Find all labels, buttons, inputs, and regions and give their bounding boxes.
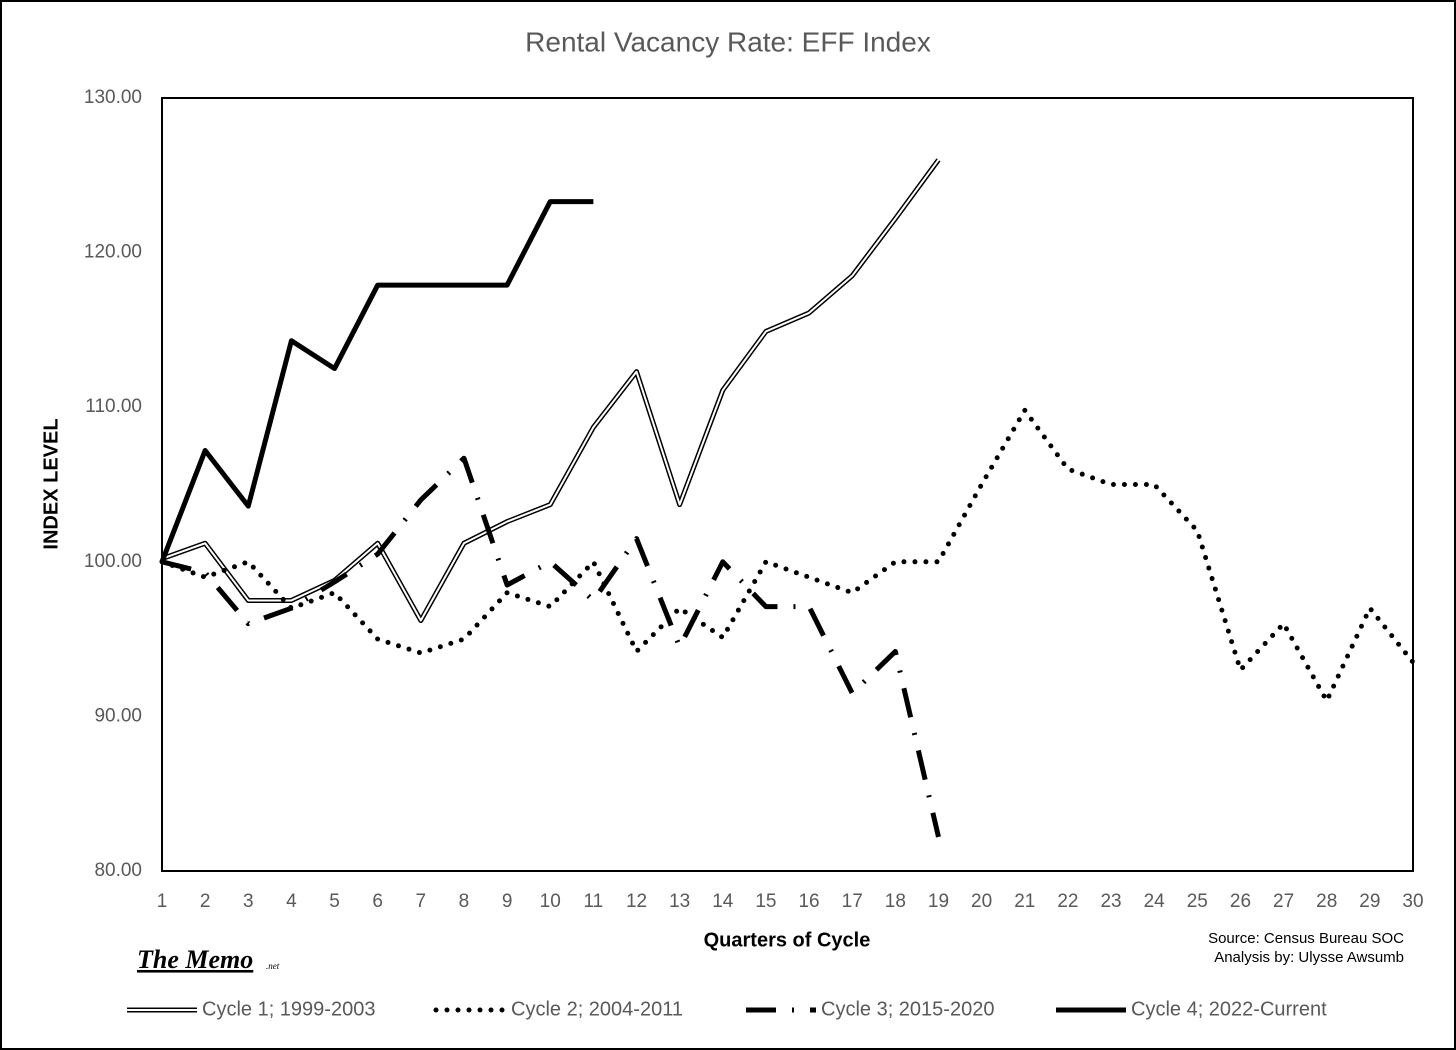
y-tick-label: 130.00 <box>84 87 142 108</box>
x-tick-label: 23 <box>1100 891 1121 912</box>
x-tick-label: 18 <box>885 891 906 912</box>
x-tick-label: 22 <box>1057 891 1078 912</box>
x-tick-label: 14 <box>712 891 734 912</box>
x-tick-label: 17 <box>842 891 863 912</box>
x-tick-label: 10 <box>540 891 561 912</box>
y-tick-label: 90.00 <box>94 705 142 726</box>
series-line <box>161 455 941 838</box>
x-tick-label: 5 <box>329 891 340 912</box>
x-tick-label: 13 <box>669 891 690 912</box>
x-tick-label: 27 <box>1273 891 1294 912</box>
x-tick-label: 11 <box>584 891 604 912</box>
x-tick-label: 24 <box>1144 891 1166 912</box>
x-tick-label: 2 <box>200 891 211 912</box>
x-tick-label: 25 <box>1187 891 1208 912</box>
x-tick-label: 3 <box>243 891 254 912</box>
analysis-note: Analysis by: Ulysse Awsumb <box>1214 949 1404 966</box>
series-line <box>159 407 1416 704</box>
y-axis-label: INDEX LEVEL <box>40 418 62 549</box>
x-axis-label: Quarters of Cycle <box>704 929 871 951</box>
x-tick-label: 30 <box>1402 891 1423 912</box>
x-tick-label: 21 <box>1014 891 1035 912</box>
x-tick-label: 1 <box>157 891 168 912</box>
legend-label: Cycle 1; 1999-2003 <box>202 998 375 1020</box>
legend-label: Cycle 2; 2004-2011 <box>511 998 683 1020</box>
x-tick-label: 26 <box>1230 891 1251 912</box>
x-tick-label: 9 <box>502 891 513 912</box>
plot-area <box>161 97 1414 872</box>
x-tick-label: 20 <box>971 891 992 912</box>
source-note: Source: Census Bureau SOC <box>1208 930 1404 947</box>
x-tick-label: 6 <box>372 891 383 912</box>
brand: The Memo <box>137 945 253 974</box>
x-tick-label: 8 <box>459 891 470 912</box>
y-tick-label: 80.00 <box>94 860 142 881</box>
x-tick-label: 4 <box>286 891 297 912</box>
series-line-inner <box>161 159 940 622</box>
brand-suffix: .net <box>266 961 280 971</box>
legend-label: Cycle 3; 2015-2020 <box>821 998 994 1020</box>
chart-title: Rental Vacancy Rate: EFF Index <box>525 26 931 57</box>
x-tick-label: 12 <box>626 891 647 912</box>
x-tick-label: 16 <box>798 891 819 912</box>
x-tick-label: 7 <box>416 891 427 912</box>
x-tick-label: 28 <box>1316 891 1337 912</box>
series-line <box>159 199 594 563</box>
legend-label: Cycle 4; 2022-Current <box>1131 998 1327 1020</box>
x-tick-label: 29 <box>1359 891 1380 912</box>
x-tick-label: 15 <box>755 891 776 912</box>
y-tick-label: 120.00 <box>84 242 142 263</box>
x-tick-label: 19 <box>928 891 949 912</box>
y-tick-label: 110.00 <box>85 396 142 417</box>
y-tick-label: 100.00 <box>84 551 142 572</box>
